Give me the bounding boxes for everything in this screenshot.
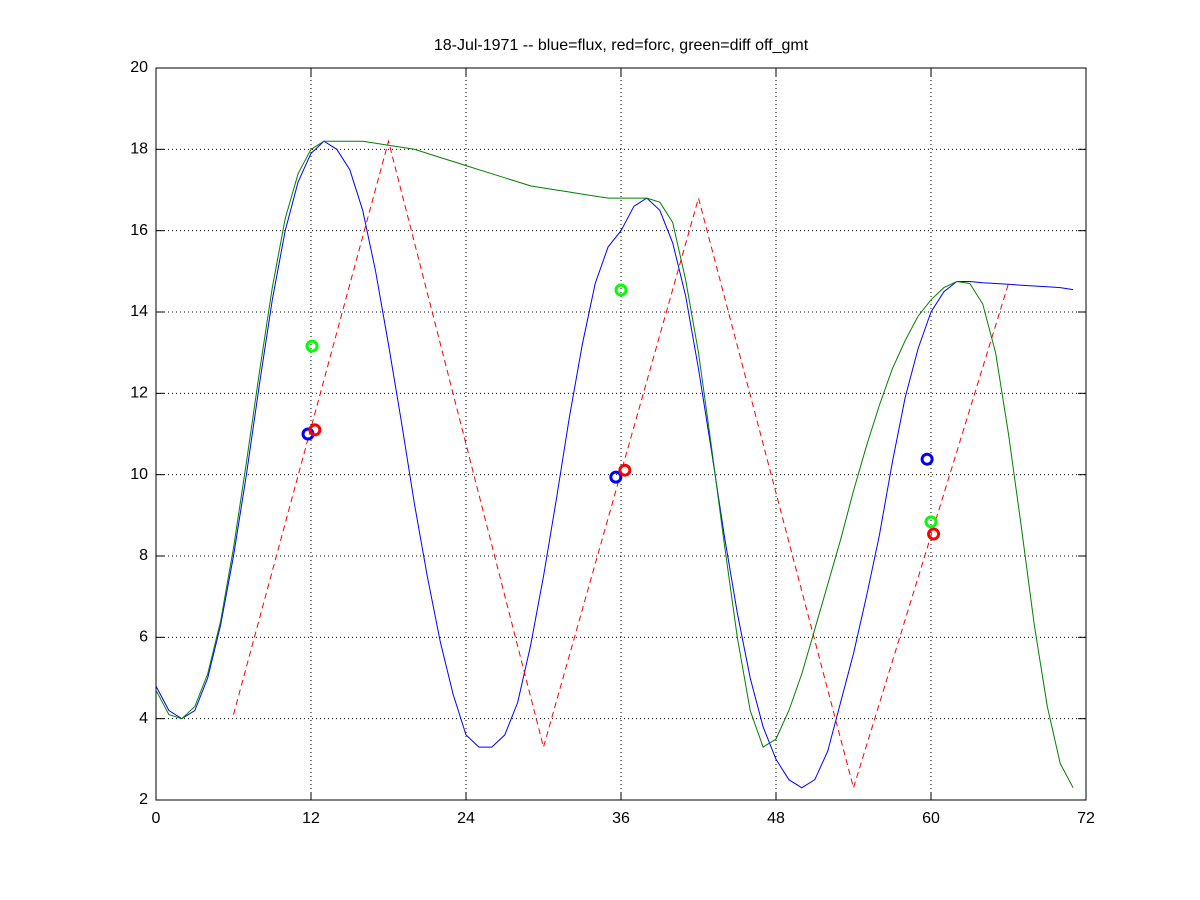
series-line	[155, 140, 1074, 789]
y-tick-label: 2	[139, 791, 148, 808]
x-tick-label: 60	[922, 810, 940, 827]
x-tick-label: 48	[767, 810, 785, 827]
marker	[924, 515, 938, 529]
y-tick-label: 4	[139, 710, 148, 727]
marker	[920, 452, 934, 466]
marker	[618, 463, 632, 477]
x-tick-label: 72	[1077, 810, 1095, 827]
marker	[308, 423, 322, 437]
series-line	[155, 140, 1074, 789]
x-tick-label: 24	[457, 810, 475, 827]
marker	[614, 283, 628, 297]
chart-title: 18-Jul-1971 -- blue=flux, red=forc, gree…	[434, 37, 809, 54]
y-tick-label: 14	[130, 303, 148, 320]
y-tick-label: 12	[130, 385, 148, 402]
x-tick-label: 36	[612, 810, 630, 827]
x-tick-label: 0	[152, 810, 161, 827]
plot-frame	[155, 67, 1087, 801]
marker	[305, 339, 319, 353]
y-tick-label: 8	[139, 547, 148, 564]
y-tick-label: 20	[130, 59, 148, 76]
marker	[609, 470, 623, 484]
marker	[927, 527, 941, 541]
x-tick-label: 12	[302, 810, 320, 827]
y-tick-label: 10	[130, 466, 148, 483]
y-tick-label: 18	[130, 141, 148, 158]
y-tick-label: 6	[139, 629, 148, 646]
y-tick-label: 16	[130, 222, 148, 239]
